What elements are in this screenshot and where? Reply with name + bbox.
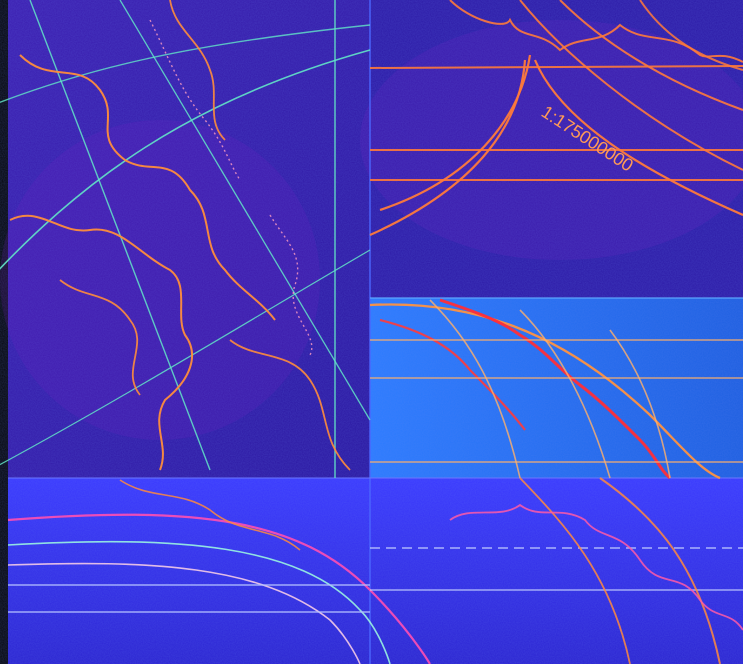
tr-curve-1 <box>379 54 532 212</box>
magenta-tint-2 <box>360 20 743 260</box>
tl-border-2 <box>9 214 194 471</box>
mr-globe-arc <box>369 303 721 480</box>
tr-curve-3 <box>533 59 743 217</box>
tr-parallel-1 <box>369 65 743 69</box>
magenta-tint-1 <box>0 120 320 440</box>
b-coast-1 <box>449 503 743 631</box>
mr-meridian-3 <box>609 329 671 479</box>
tl-border-4 <box>169 0 226 141</box>
tr-curve-6 <box>639 0 743 71</box>
tr-curve-2 <box>369 59 527 237</box>
mr-meridian-1 <box>429 299 521 479</box>
b-coast-2 <box>119 479 301 551</box>
top-left-map <box>0 0 371 478</box>
tl-graticule-2 <box>0 24 371 103</box>
tr-curve-4 <box>519 0 743 171</box>
b-arc-1 <box>7 513 431 664</box>
tl-border-5 <box>229 339 351 471</box>
bottom-map <box>7 477 743 664</box>
tl-graticule-5 <box>0 249 371 466</box>
tl-border-3 <box>59 279 141 396</box>
tr-curve-5 <box>559 0 743 111</box>
tl-graticule-1 <box>0 49 371 270</box>
tl-graticule-3 <box>29 0 211 471</box>
tl-graticule-4 <box>119 0 371 421</box>
tr-coast <box>449 0 743 63</box>
mid-right-map <box>369 298 743 480</box>
b-globe-right-2 <box>519 477 631 664</box>
mr-meridian-2 <box>519 309 611 479</box>
b-globe-right <box>599 477 721 664</box>
mr-coast-red <box>439 298 671 480</box>
b-arc-2 <box>7 540 391 664</box>
mr-coast-red-2 <box>379 318 526 431</box>
b-arc-3 <box>7 562 361 664</box>
tl-border-1 <box>19 54 276 321</box>
